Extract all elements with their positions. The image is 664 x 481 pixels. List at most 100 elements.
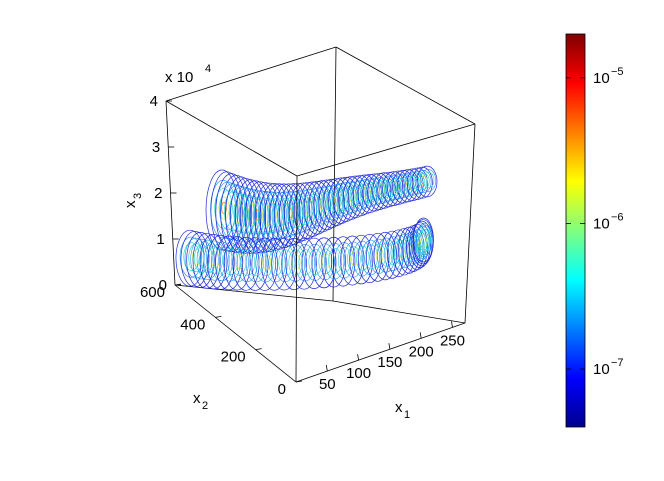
contour-ring: [372, 243, 386, 269]
contour-ring: [371, 177, 390, 204]
colorbar-tick-label: 10: [593, 215, 610, 232]
contour-ring: [261, 205, 272, 226]
contour-ring: [337, 247, 352, 273]
x2-label-sub: 2: [202, 400, 208, 412]
x3-axis-label: x 3: [122, 193, 144, 208]
contour-ring: [220, 174, 253, 253]
contour-ring: [348, 189, 357, 203]
x1-tick-label: 150: [377, 354, 402, 371]
x2-tick-mark: [215, 315, 222, 318]
z-exponent-label: x 10 4: [165, 63, 211, 86]
contour-ring: [420, 234, 428, 249]
contour-ring: [278, 249, 293, 276]
contour-ring: [384, 236, 403, 272]
contour-ring: [338, 176, 364, 220]
contour-ring: [291, 196, 308, 227]
x1-tick-label: 100: [346, 365, 371, 382]
box-edge: [332, 46, 337, 302]
contour-ring: [374, 180, 388, 200]
colorbar-tick-exponent: −7: [611, 357, 624, 369]
contour-ring: [262, 198, 280, 234]
contour-ring: [330, 188, 346, 213]
contour-ring: [345, 185, 360, 208]
contour-ring: [307, 187, 329, 227]
contour-ring: [258, 249, 274, 277]
x3-tick-label: 1: [156, 231, 164, 248]
x1-tick-mark: [419, 332, 422, 339]
contour-ring: [325, 189, 341, 215]
x2-tick-mark: [295, 380, 303, 383]
contour-ring: [406, 167, 429, 200]
contour-ring: [357, 174, 382, 214]
x2-tick-label: 400: [180, 316, 205, 333]
contour-ring: [362, 173, 387, 212]
box-edge: [165, 100, 298, 177]
contour-ring: [230, 177, 262, 254]
contour-ring: [233, 200, 244, 223]
contour-ring: [416, 222, 433, 256]
contour-ring: [414, 226, 432, 259]
contour-ring: [327, 183, 348, 219]
contour-ring: [263, 191, 288, 241]
contour-ring: [214, 246, 231, 275]
contour-ring: [416, 165, 438, 198]
box-edge: [295, 175, 298, 383]
contour-ring: [340, 235, 365, 286]
x1-tick-mark: [451, 321, 453, 328]
x1-tick-label: 250: [440, 332, 465, 349]
contour-ring: [390, 174, 409, 200]
contour-ring: [376, 176, 395, 203]
contour-ring: [282, 197, 299, 230]
contour-ring: [388, 178, 402, 196]
contour-ring: [385, 175, 404, 201]
x1-tick-mark: [388, 343, 391, 350]
contour-ring: [281, 238, 307, 291]
contour-ring: [298, 249, 313, 276]
contour-ring: [251, 237, 278, 291]
contour-ring: [199, 234, 228, 290]
x2-tick-mark: [255, 348, 262, 351]
contour-ring: [179, 236, 203, 278]
contour-ring: [417, 230, 430, 254]
colorbar-tick-label: 10: [593, 70, 610, 87]
contour-ring: [203, 240, 226, 281]
contour-ring: [349, 234, 374, 285]
contour-ring: [224, 191, 242, 232]
contour-ring: [239, 180, 271, 254]
contour-ring: [276, 205, 287, 224]
contour-ring: [180, 230, 210, 288]
contour-ring: [288, 190, 311, 234]
contour-ring: [356, 245, 370, 271]
x1-axis-label: x 1: [395, 399, 410, 421]
contour-ring: [291, 237, 317, 290]
contour-ring: [234, 187, 260, 243]
x2-label-main: x: [193, 390, 201, 407]
contour-ring: [268, 249, 284, 277]
contour-ring: [190, 238, 213, 280]
contour-ring: [419, 227, 431, 250]
contour-ring: [330, 236, 356, 287]
contour-ring: [288, 249, 303, 276]
contour-ring: [234, 253, 244, 270]
contour-ring: [218, 196, 230, 220]
x1-tick-label: 200: [409, 343, 434, 360]
x1-axis-line: [295, 322, 466, 383]
contour-ring: [261, 237, 288, 291]
contour-ring: [183, 242, 200, 271]
contour-ring: [404, 236, 417, 261]
contour-ring: [399, 238, 412, 263]
colorbar-tick-exponent: −5: [611, 66, 624, 78]
x1-tick-mark: [357, 354, 359, 361]
contour-ring: [390, 235, 409, 270]
contour-ring: [340, 186, 355, 210]
box-edge: [332, 300, 466, 324]
contour-ring: [347, 246, 361, 272]
contour-ring: [311, 192, 327, 220]
contour-ring: [372, 172, 396, 209]
contour-rings: [175, 165, 438, 291]
contour-ring: [419, 169, 437, 192]
contour-ring: [210, 171, 243, 252]
contour-ring: [397, 169, 419, 203]
contour-ring: [367, 172, 392, 211]
